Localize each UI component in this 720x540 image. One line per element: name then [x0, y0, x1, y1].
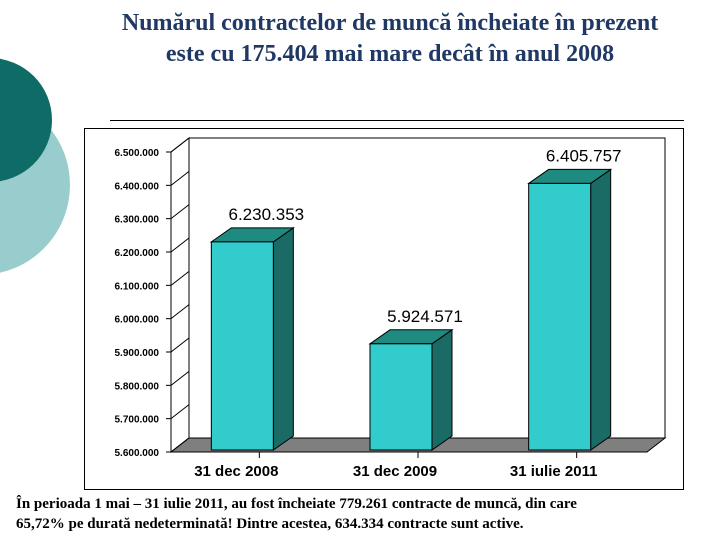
chart-side-wall — [170, 136, 190, 454]
x-tick-label: 31 dec 2008 — [194, 463, 278, 480]
bar-side — [272, 226, 294, 451]
x-tick-label: 31 dec 2009 — [353, 463, 437, 480]
y-tick-diagonal — [170, 370, 190, 386]
y-tick-label: 6.200.000 — [115, 248, 160, 259]
y-tick-diagonal — [170, 404, 190, 420]
x-tick-label: 31 iulie 2011 — [510, 463, 598, 480]
y-tick-label: 6.500.000 — [115, 148, 160, 159]
data-label: 6.405.757 — [546, 146, 622, 165]
data-label: 5.924.571 — [387, 307, 463, 326]
y-tick-label: 6.000.000 — [115, 315, 160, 326]
bar-side — [431, 328, 453, 451]
y-tick-diagonal — [170, 204, 190, 220]
y-tick-label: 6.400.000 — [115, 181, 160, 192]
title-divider — [110, 120, 684, 121]
y-tick-diagonal — [170, 270, 190, 286]
bar — [210, 241, 274, 451]
y-tick-label: 5.800.000 — [115, 381, 160, 392]
footer-line-1: În perioada 1 mai – 31 iulie 2011, au fo… — [16, 496, 577, 512]
bar — [528, 182, 592, 451]
y-tick-label: 6.100.000 — [115, 281, 160, 292]
chart-canvas: 5.600.000 5.700.000 5.800.000 5.900.000 6.00… — [115, 136, 667, 480]
y-tick-label: 6.300.000 — [115, 215, 160, 226]
footer-line-2: 65,72% pe durată nedeterminată! Dintre a… — [16, 516, 524, 532]
title-line-2: este cu 175.404 mai mare decât în anul 2… — [165, 41, 615, 67]
decorative-circles — [0, 58, 70, 273]
deco-dark-circle — [0, 58, 52, 182]
data-label: 6.230.353 — [229, 205, 305, 224]
y-tick-diagonal — [170, 337, 190, 353]
y-tick-diagonal — [170, 437, 190, 453]
bar-chart: 5.600.000 5.700.000 5.800.000 5.900.000 6.00… — [84, 128, 684, 490]
y-tick-label: 5.700.000 — [115, 415, 160, 426]
y-tick-label: 5.900.000 — [115, 348, 160, 359]
title-line-1: Numărul contractelor de muncă încheiate … — [121, 10, 659, 36]
y-tick-diagonal — [170, 170, 190, 186]
bar-side — [590, 168, 612, 451]
y-tick-diagonal — [170, 304, 190, 320]
slide-title: Numărul contractelor de muncă încheiate … — [60, 8, 720, 70]
footer-note: În perioada 1 mai – 31 iulie 2011, au fo… — [16, 494, 706, 534]
y-tick-diagonal — [170, 137, 190, 153]
y-tick-label: 5.600.000 — [115, 448, 160, 459]
y-tick-diagonal — [170, 237, 190, 253]
bar — [369, 343, 433, 451]
